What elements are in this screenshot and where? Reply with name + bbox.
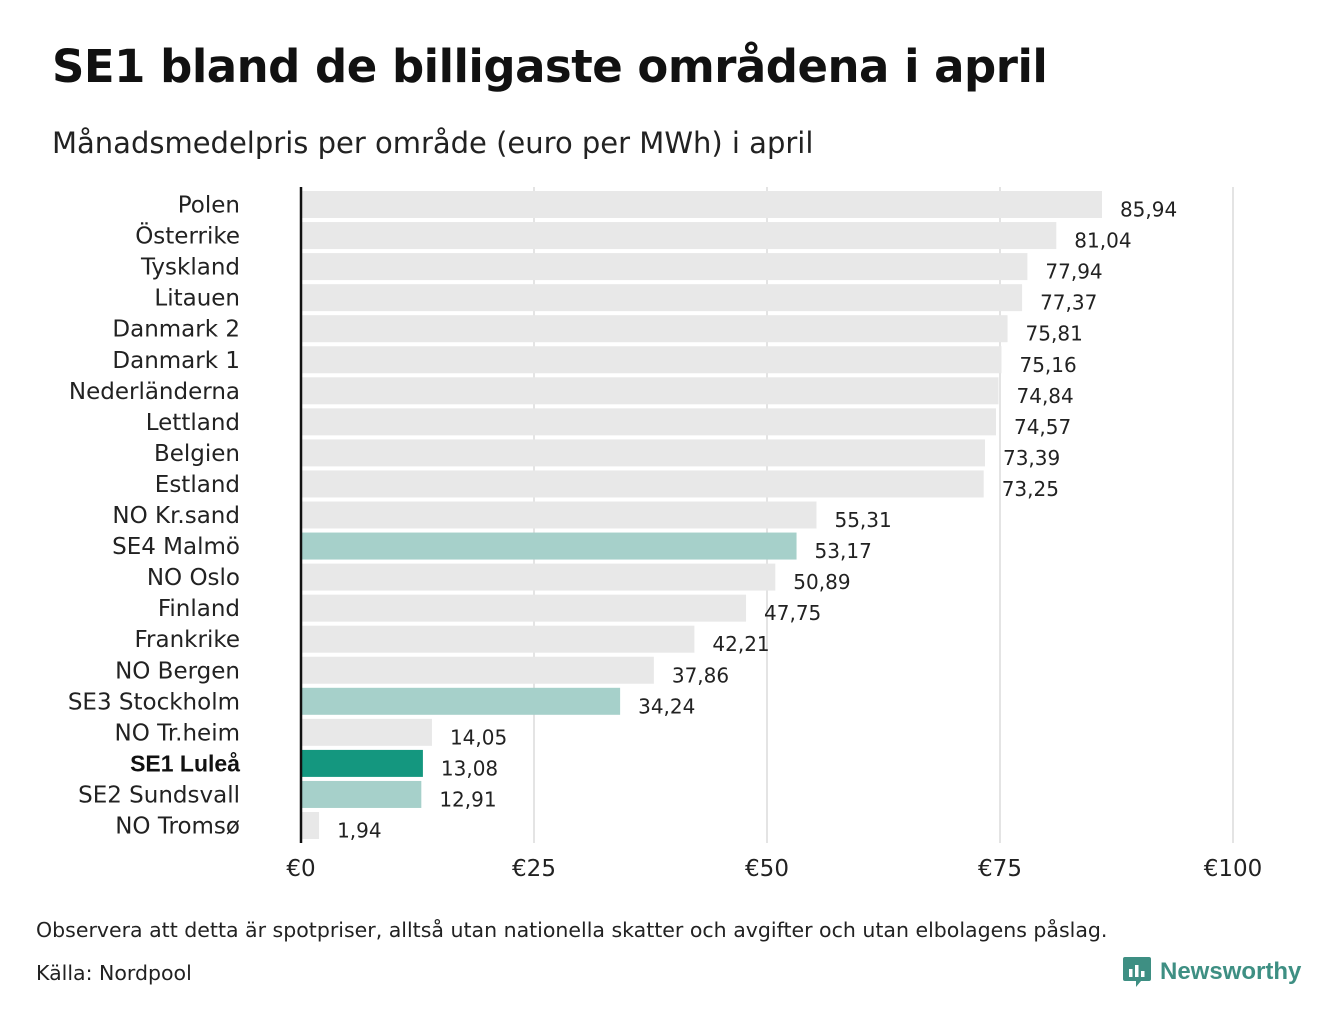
category-label: Litauen — [154, 286, 240, 312]
category-label: Danmark 1 — [112, 348, 240, 374]
category-label: NO Tr.heim — [115, 720, 240, 746]
value-label: 13,08 — [441, 756, 498, 780]
newsworthy-logo-icon — [1123, 957, 1151, 987]
value-label: 50,89 — [793, 570, 850, 594]
value-label: 73,39 — [1003, 446, 1060, 470]
chart-title: SE1 bland de billigaste områdena i april — [52, 40, 1048, 93]
bar — [302, 594, 747, 622]
value-labels: 85,94 81,04 77,94 77,37 75,81 75,16 74,84 74,57… — [337, 198, 1177, 843]
bar — [302, 222, 1057, 250]
value-label: 77,37 — [1040, 291, 1097, 315]
source-note: Källa: Nordpool — [36, 961, 192, 985]
bar — [302, 687, 621, 715]
category-label: NO Oslo — [147, 565, 240, 591]
value-label: 53,17 — [815, 539, 872, 563]
value-label: 81,04 — [1074, 229, 1131, 253]
bar — [302, 377, 999, 405]
bar — [302, 532, 797, 560]
brand-name: Newsworthy — [1160, 958, 1302, 985]
category-labels: Polen Österrike Tyskland Litauen Danmark 2 Da… — [68, 193, 240, 840]
bar — [302, 439, 985, 467]
category-label: NO Tromsø — [115, 814, 240, 840]
bar — [302, 346, 1002, 374]
bar — [302, 656, 654, 684]
bar — [302, 718, 432, 746]
category-label: Tyskland — [140, 255, 240, 281]
bar — [302, 749, 423, 777]
category-label: NO Kr.sand — [112, 503, 240, 529]
value-label: 73,25 — [1002, 477, 1059, 501]
x-tick-label: €75 — [978, 856, 1022, 882]
value-label: 34,24 — [638, 694, 695, 718]
bar — [302, 408, 996, 436]
category-label: Polen — [178, 193, 240, 219]
category-label: SE4 Malmö — [112, 534, 240, 560]
bar — [302, 253, 1028, 281]
category-label: Frankrike — [135, 627, 241, 653]
category-label: NO Bergen — [115, 658, 240, 684]
value-label: 42,21 — [712, 632, 769, 656]
value-label: 75,16 — [1019, 353, 1076, 377]
value-label: 47,75 — [764, 601, 821, 625]
value-label: 75,81 — [1026, 322, 1083, 346]
bar-chart: Polen Österrike Tyskland Litauen Danmark 2 Da… — [68, 187, 1262, 882]
category-label: Lettland — [146, 410, 240, 436]
bar — [302, 625, 695, 653]
value-label: 74,57 — [1014, 415, 1071, 439]
category-label: Nederländerna — [69, 379, 240, 405]
value-label: 77,94 — [1045, 260, 1102, 284]
category-label: Finland — [158, 596, 240, 622]
bars — [302, 191, 1102, 839]
category-label: Danmark 2 — [112, 317, 240, 343]
category-label: SE2 Sundsvall — [78, 782, 240, 808]
brand-logo: Newsworthy — [1122, 955, 1301, 989]
value-label: 1,94 — [337, 819, 382, 843]
x-axis-ticks: €0 €25 €50 €75 €100 — [286, 856, 1262, 882]
value-label: 14,05 — [450, 725, 507, 749]
value-label: 55,31 — [834, 508, 891, 532]
value-label: 74,84 — [1017, 384, 1074, 408]
category-label: Belgien — [154, 441, 240, 467]
bar — [302, 812, 320, 839]
bar — [302, 470, 984, 498]
x-tick-label: €25 — [512, 856, 556, 882]
x-tick-label: €100 — [1204, 856, 1263, 882]
bar — [302, 563, 776, 591]
value-label: 85,94 — [1120, 198, 1177, 222]
category-label: Österrike — [135, 222, 240, 250]
x-tick-label: €0 — [286, 856, 315, 882]
footnote: Observera att detta är spotpriser, allts… — [36, 918, 1108, 942]
category-label: Estland — [155, 472, 240, 498]
value-label: 12,91 — [439, 787, 496, 811]
x-tick-label: €50 — [745, 856, 789, 882]
bar — [302, 501, 817, 529]
category-label: SE3 Stockholm — [68, 689, 240, 715]
bar — [302, 780, 422, 808]
bar — [302, 315, 1008, 343]
category-label: SE1 Luleå — [130, 750, 240, 776]
value-label: 37,86 — [672, 663, 729, 687]
chart-subtitle: Månadsmedelpris per område (euro per MWh… — [52, 126, 814, 160]
bar — [302, 284, 1023, 312]
bar — [302, 191, 1102, 218]
